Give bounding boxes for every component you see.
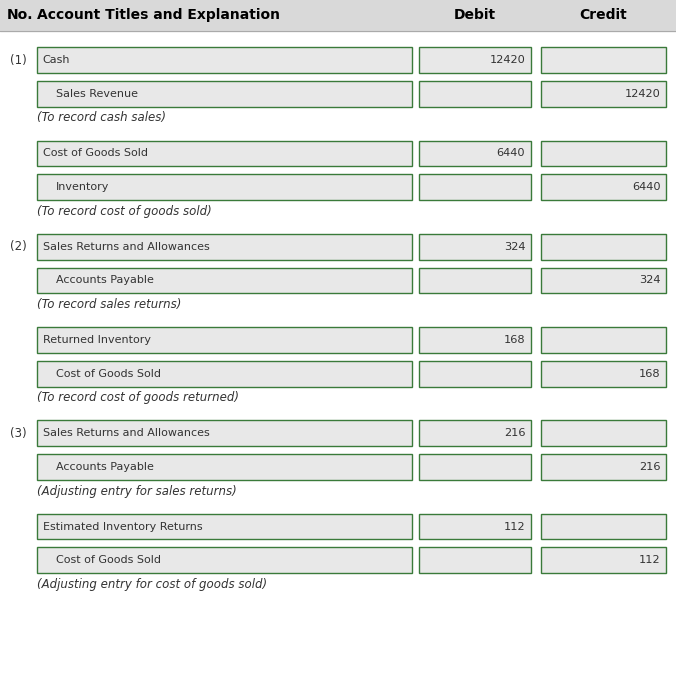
Text: (3): (3)	[10, 427, 27, 440]
Text: 324: 324	[639, 275, 660, 285]
Text: 12420: 12420	[489, 55, 525, 65]
FancyBboxPatch shape	[541, 268, 666, 294]
FancyBboxPatch shape	[37, 514, 412, 540]
FancyBboxPatch shape	[541, 514, 666, 540]
FancyBboxPatch shape	[37, 81, 412, 106]
Text: (To record cash sales): (To record cash sales)	[37, 111, 166, 124]
FancyBboxPatch shape	[541, 140, 666, 166]
Text: (Adjusting entry for sales returns): (Adjusting entry for sales returns)	[37, 485, 237, 498]
Text: Returned Inventory: Returned Inventory	[43, 335, 151, 345]
FancyBboxPatch shape	[419, 268, 531, 294]
FancyBboxPatch shape	[419, 547, 531, 573]
Text: (Adjusting entry for cost of goods sold): (Adjusting entry for cost of goods sold)	[37, 578, 267, 591]
FancyBboxPatch shape	[37, 140, 412, 166]
FancyBboxPatch shape	[541, 174, 666, 200]
FancyBboxPatch shape	[419, 174, 531, 200]
FancyBboxPatch shape	[541, 454, 666, 480]
Text: 324: 324	[504, 242, 525, 252]
FancyBboxPatch shape	[419, 234, 531, 260]
Text: Cost of Goods Sold: Cost of Goods Sold	[43, 148, 147, 159]
FancyBboxPatch shape	[419, 514, 531, 540]
Text: Sales Revenue: Sales Revenue	[56, 89, 138, 99]
FancyBboxPatch shape	[541, 361, 666, 386]
Text: 216: 216	[504, 428, 525, 438]
Text: Debit: Debit	[454, 8, 496, 22]
FancyBboxPatch shape	[37, 361, 412, 386]
FancyBboxPatch shape	[37, 327, 412, 353]
Text: (2): (2)	[10, 240, 27, 253]
FancyBboxPatch shape	[0, 0, 676, 31]
Text: (1): (1)	[10, 54, 27, 66]
FancyBboxPatch shape	[419, 140, 531, 166]
Text: Accounts Payable: Accounts Payable	[56, 462, 154, 472]
Text: 12420: 12420	[625, 89, 660, 99]
FancyBboxPatch shape	[37, 454, 412, 480]
FancyBboxPatch shape	[37, 420, 412, 446]
Text: Account Titles and Explanation: Account Titles and Explanation	[37, 8, 280, 22]
Text: No.: No.	[7, 8, 33, 22]
Text: 112: 112	[639, 555, 660, 565]
FancyBboxPatch shape	[541, 547, 666, 573]
Text: (To record cost of goods sold): (To record cost of goods sold)	[37, 205, 212, 218]
FancyBboxPatch shape	[541, 420, 666, 446]
Text: Cost of Goods Sold: Cost of Goods Sold	[56, 555, 161, 565]
Text: (To record sales returns): (To record sales returns)	[37, 298, 182, 311]
FancyBboxPatch shape	[541, 47, 666, 73]
FancyBboxPatch shape	[419, 454, 531, 480]
Text: Inventory: Inventory	[56, 182, 110, 192]
Text: 112: 112	[504, 521, 525, 532]
FancyBboxPatch shape	[37, 47, 412, 73]
FancyBboxPatch shape	[37, 234, 412, 260]
FancyBboxPatch shape	[541, 234, 666, 260]
FancyBboxPatch shape	[541, 81, 666, 106]
FancyBboxPatch shape	[37, 547, 412, 573]
FancyBboxPatch shape	[419, 47, 531, 73]
Text: Sales Returns and Allowances: Sales Returns and Allowances	[43, 428, 210, 438]
Text: Estimated Inventory Returns: Estimated Inventory Returns	[43, 521, 202, 532]
FancyBboxPatch shape	[419, 81, 531, 106]
Text: Credit: Credit	[579, 8, 627, 22]
Text: (To record cost of goods returned): (To record cost of goods returned)	[37, 391, 239, 404]
FancyBboxPatch shape	[37, 174, 412, 200]
FancyBboxPatch shape	[419, 420, 531, 446]
FancyBboxPatch shape	[419, 361, 531, 386]
Text: 216: 216	[639, 462, 660, 472]
FancyBboxPatch shape	[37, 268, 412, 294]
Text: Cash: Cash	[43, 55, 70, 65]
Text: Sales Returns and Allowances: Sales Returns and Allowances	[43, 242, 210, 252]
Text: Accounts Payable: Accounts Payable	[56, 275, 154, 285]
FancyBboxPatch shape	[419, 327, 531, 353]
Text: 168: 168	[639, 369, 660, 379]
Text: 6440: 6440	[497, 148, 525, 159]
Text: 6440: 6440	[632, 182, 660, 192]
FancyBboxPatch shape	[541, 327, 666, 353]
Text: 168: 168	[504, 335, 525, 345]
Text: Cost of Goods Sold: Cost of Goods Sold	[56, 369, 161, 379]
